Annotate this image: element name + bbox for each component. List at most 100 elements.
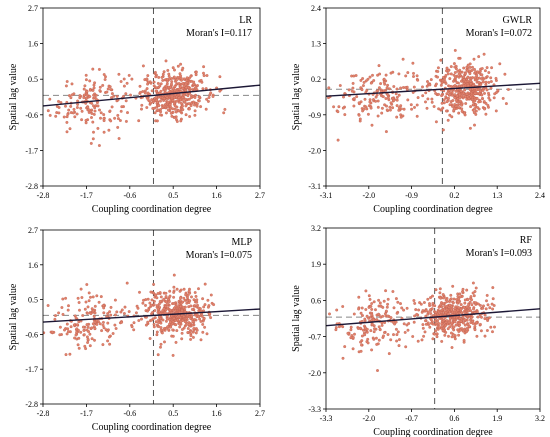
scatter-point <box>450 93 454 97</box>
scatter-point <box>162 307 166 311</box>
scatter-point <box>154 75 158 79</box>
scatter-point <box>336 110 340 114</box>
scatter-point <box>457 111 461 115</box>
scatter-point <box>80 109 84 113</box>
x-tick-label: -1.7 <box>80 409 93 418</box>
scatter-point <box>372 330 376 334</box>
x-tick-label: -0.9 <box>405 191 418 200</box>
scatter-point <box>481 96 484 100</box>
y-tick-label: 1.3 <box>311 40 321 49</box>
scatter-point <box>470 298 474 302</box>
scatter-point <box>159 89 163 93</box>
scatter-point <box>166 108 170 112</box>
scatter-point <box>212 303 216 307</box>
scatter-point <box>91 295 95 299</box>
scatter-point <box>180 337 184 341</box>
scatter-point <box>163 90 167 94</box>
y-tick-label: 2.7 <box>28 226 38 235</box>
scatter-point <box>92 104 95 108</box>
scatter-point <box>75 330 79 334</box>
scatter-point <box>77 346 81 350</box>
scatter-point <box>422 334 426 338</box>
scatter-point <box>446 72 450 76</box>
scatter-point <box>431 322 435 326</box>
scatter-point <box>85 89 89 93</box>
scatter-point <box>179 305 183 308</box>
scatter-point <box>474 301 477 305</box>
scatter-point <box>488 98 492 102</box>
scatter-point <box>119 109 123 113</box>
scatter-point <box>484 112 488 116</box>
scatter-point <box>463 301 467 305</box>
scatter-point <box>459 79 463 83</box>
scatter-point <box>153 316 157 320</box>
scatter-point <box>145 77 149 81</box>
scatter-point <box>424 322 428 326</box>
x-tick-label: -2.0 <box>362 191 375 200</box>
scatter-point <box>435 335 439 339</box>
scatter-point <box>116 113 120 117</box>
scatter-point <box>172 306 176 310</box>
scatter-point <box>459 307 463 311</box>
scatter-point <box>462 111 466 115</box>
scatter-point <box>383 331 386 334</box>
scatter-point <box>137 119 141 123</box>
scatter-point <box>336 138 340 142</box>
scatter-point <box>453 71 457 74</box>
scatter-point <box>429 78 433 82</box>
scatter-point <box>58 333 62 337</box>
scatter-point <box>184 323 188 327</box>
scatter-point <box>171 353 175 357</box>
scatter-point <box>203 325 207 329</box>
scatter-point <box>54 314 57 318</box>
scatter-point <box>370 313 374 317</box>
scatter-point <box>439 108 443 112</box>
scatter-point <box>351 86 355 90</box>
scatter-point <box>437 305 441 309</box>
scatter-point <box>394 327 398 331</box>
scatter-point <box>88 332 92 336</box>
scatter-point <box>222 111 226 115</box>
scatter-point <box>186 293 190 297</box>
scatter-point <box>205 332 209 336</box>
scatter-point <box>360 88 364 92</box>
scatter-point <box>172 290 176 294</box>
scatter-point <box>201 330 205 334</box>
scatter-point <box>303 104 306 107</box>
scatter-point <box>183 97 187 101</box>
scatter-point <box>359 78 363 82</box>
scatter-point <box>92 314 96 318</box>
scatter-point <box>101 320 105 324</box>
scatter-point <box>60 306 64 309</box>
scatter-point <box>158 84 162 88</box>
scatter-point <box>465 305 469 309</box>
scatter-point <box>327 86 331 90</box>
scatter-point <box>181 96 185 99</box>
scatter-point <box>109 313 113 317</box>
scatter-point <box>97 144 101 147</box>
y-tick-label: -3.3 <box>308 405 321 414</box>
scatter-point <box>82 96 86 100</box>
scatter-point <box>480 93 484 97</box>
scatter-point <box>480 77 484 81</box>
scatter-point <box>352 312 356 316</box>
scatter-point <box>75 112 79 116</box>
scatter-point <box>178 98 182 102</box>
scatter-point <box>437 310 440 314</box>
scatter-point <box>440 322 444 326</box>
scatter-point <box>376 369 379 372</box>
scatter-point <box>132 321 136 325</box>
scatter-point <box>463 88 467 92</box>
scatter-point <box>153 309 157 312</box>
scatter-point <box>452 297 456 301</box>
scatter-point <box>442 89 446 93</box>
scatter-point <box>159 326 163 330</box>
scatter-point <box>392 85 396 88</box>
scatter-point <box>461 329 465 333</box>
scatter-point <box>152 322 156 326</box>
scatter-point <box>153 111 157 115</box>
scatter-point <box>152 80 156 84</box>
scatter-point <box>440 101 444 105</box>
scatter-point <box>440 81 444 85</box>
scatter-point <box>488 306 492 310</box>
